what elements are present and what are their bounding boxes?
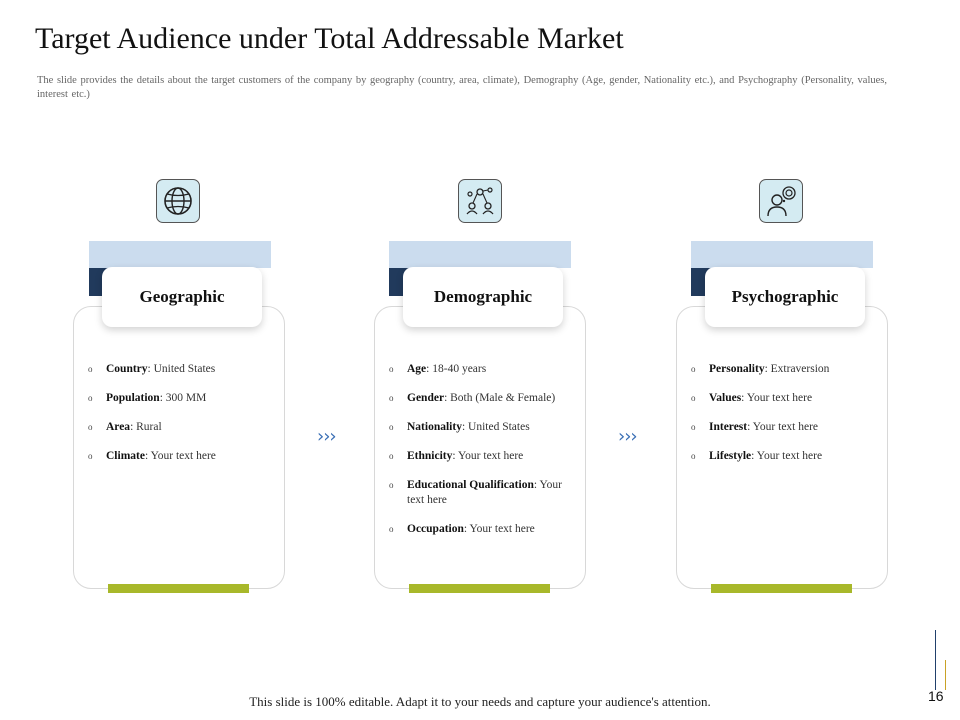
- list-item: o Ethnicity: Your text here: [389, 450, 524, 462]
- list-item: o Occupation: Your text here: [389, 523, 535, 535]
- psychographic-card: [676, 306, 888, 589]
- list-item: o Gender: Both (Male & Female): [389, 392, 556, 404]
- chevron-right-icon: ›››: [317, 426, 337, 447]
- geographic-card: [73, 306, 285, 589]
- demographic-card: [374, 306, 586, 589]
- list-item: o Area: Rural: [88, 421, 162, 433]
- list-item: o Interest: Your text here: [691, 421, 819, 433]
- list-item: o Nationality: United States: [389, 421, 530, 433]
- footer-note: This slide is 100% editable. Adapt it to…: [249, 694, 711, 709]
- page-number: 16: [928, 688, 944, 704]
- slide-subtitle: The slide provides the details about the…: [37, 75, 887, 100]
- accent-bar: [409, 584, 550, 593]
- accent-bar: [711, 584, 852, 593]
- header-band: [691, 241, 873, 268]
- geographic-heading: Geographic: [102, 267, 262, 327]
- psychographic-heading: Psychographic: [705, 267, 865, 327]
- header-band: [89, 241, 271, 268]
- header-band: [389, 241, 571, 268]
- page-number-accent-line: [945, 660, 946, 690]
- demographic-list: o Age: 18-40 years o Gender: Both (Male & …: [389, 362, 564, 551]
- list-item: o Educational Qualification: Your text he…: [389, 479, 562, 506]
- list-item: o Climate: Your text here: [88, 450, 216, 462]
- list-item: o Values: Your text here: [691, 392, 813, 404]
- psychographic-list: o Personality: Extraversion o Values: Your…: [691, 362, 871, 478]
- list-item: o Age: 18-40 years: [389, 363, 487, 375]
- list-item: o Personality: Extraversion: [691, 363, 830, 375]
- slide-title: Target Audience under Total Addressable …: [35, 22, 624, 55]
- demographic-heading: Demographic: [403, 267, 563, 327]
- chevron-right-icon: ›››: [618, 426, 638, 447]
- person-thinking-icon: [759, 179, 803, 223]
- list-item: o Population: 300 MM: [88, 392, 207, 404]
- list-item: o Country: United States: [88, 363, 216, 375]
- list-item: o Lifestyle: Your text here: [691, 450, 823, 462]
- geographic-list: o Country: United States o Population: 300…: [88, 362, 273, 478]
- globe-icon: [156, 179, 200, 223]
- page-number-divider: [935, 630, 936, 690]
- accent-bar: [108, 584, 249, 593]
- people-network-icon: [458, 179, 502, 223]
